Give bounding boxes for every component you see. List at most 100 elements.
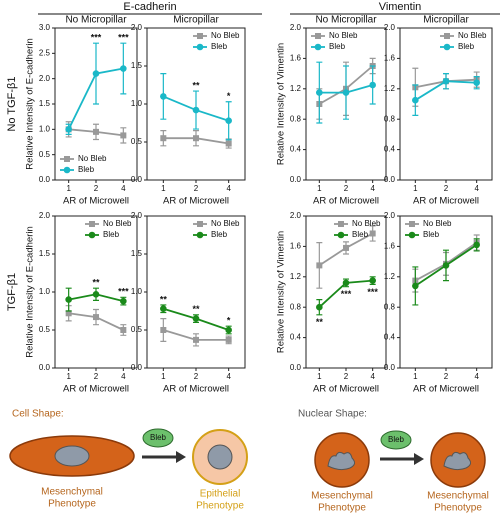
arrow-head [176,451,186,463]
diagram-title: Nuclear Shape: [298,409,367,420]
x-axis-label: AR of Microwell [313,196,379,207]
y-tick-label: 0.5 [131,325,143,334]
significance: ** [192,304,200,314]
point [342,89,350,96]
significance: ** [160,294,168,304]
diagram-title: Cell Shape: [12,409,64,420]
chart: 0.0 0.4 0.8 1.2 1.6 2.0 1 2 4 AR of Microwell Rela… [276,15,387,207]
point [120,297,127,305]
point [196,43,204,51]
point [409,221,415,227]
row-label: No TGF-β1 [6,76,18,131]
point [412,282,419,290]
legend-label: No Bleb [78,154,107,163]
point [64,156,70,162]
y-tick-label: 2.0 [131,23,143,32]
point [343,244,349,251]
point [316,89,323,96]
y-tick-label: 1.5 [39,99,51,108]
point [369,81,376,89]
y-tick-label: 1.0 [39,124,51,133]
y-tick-label: 1.2 [384,84,396,93]
x-tick-label: 4 [121,184,126,193]
significance: *** [91,33,102,43]
point [93,314,99,321]
point [65,310,72,317]
legend-label: Bleb [423,230,440,239]
phenotype-label: Phenotype [434,503,482,514]
y-tick-label: 0.5 [39,150,51,159]
y-tick-label: 2.0 [384,23,396,32]
y-tick-label: 0.4 [290,145,302,154]
y-tick-label: 0.0 [384,175,396,184]
y-tick-label: 1.2 [290,272,302,281]
y-tick-label: 2.0 [131,211,143,220]
chart: 0.0 0.4 0.8 1.2 1.6 2.0 1 2 4 AR of Microwell Micr… [384,15,493,207]
x-tick-label: 4 [474,372,479,381]
x-tick-label: 2 [444,372,449,381]
point [160,135,167,142]
y-tick-label: 2.5 [39,48,51,57]
significance: * [227,316,231,326]
legend-label: Bleb [211,230,228,239]
point [120,132,127,139]
y-tick-label: 0.8 [384,114,396,123]
point [316,303,323,311]
y-tick-label: 2.0 [39,74,51,83]
significance: *** [341,289,352,299]
x-axis-label: AR of Microwell [163,384,229,395]
point [442,262,450,269]
y-tick-label: 1.2 [290,84,302,93]
x-tick-label: 2 [344,184,349,193]
point [120,65,127,72]
point [337,231,345,239]
chart: 0.0 0.5 1.0 1.5 2.0 1 2 4 AR of Microwell Relativ… [25,211,138,395]
point [444,33,450,39]
y-axis-label: Relative Intensity of Vimentin [276,231,287,353]
y-tick-label: 1.2 [384,272,396,281]
x-tick-label: 1 [161,184,166,193]
chart: 0.0 0.4 0.8 1.2 1.6 2.0 1 2 4 AR of Microwell Rela… [276,211,387,395]
legend-label: Bleb [352,230,369,239]
plot-frame [399,27,493,181]
chart: 0.00.51.01.52.01 2 4AR of Microwell*****No… [131,211,246,395]
y-tick-label: 0.8 [290,114,302,123]
group-header: Vimentin [379,1,422,13]
y-tick-label: 1.5 [131,61,143,70]
point [93,128,99,135]
point [342,279,350,287]
y-tick-label: 1.5 [39,249,51,258]
y-axis-label: Relative Intensity of Vimentin [276,43,287,165]
nucleus [54,445,90,467]
x-axis-label: AR of Microwell [413,384,479,395]
panel-title: No Micropillar [315,15,377,26]
point [120,327,127,333]
point [65,126,72,133]
drug-icon [380,430,412,450]
point [193,135,199,142]
x-tick-label: 2 [194,372,199,381]
arrow-head [414,453,424,465]
legend-label: Bleb [103,230,120,239]
y-tick-label: 0.0 [39,175,51,184]
drug-label: Bleb [150,433,167,442]
significance: *** [118,287,129,297]
point [160,305,167,313]
y-tick-label: 0.4 [384,145,396,154]
y-tick-label: 1.6 [290,54,302,63]
significance: ** [92,278,100,288]
y-tick-label: 0.0 [131,363,143,372]
y-tick-label: 1.0 [131,99,143,108]
point [412,96,419,104]
point [89,221,95,227]
y-tick-label: 1.0 [39,287,51,296]
y-tick-label: 0.8 [384,302,396,311]
y-tick-label: 2.0 [384,211,396,220]
x-tick-label: 1 [413,372,418,381]
x-axis-label: AR of Microwell [413,196,479,207]
x-tick-label: 4 [226,184,231,193]
x-tick-label: 1 [413,184,418,193]
y-tick-label: 2.0 [290,211,302,220]
legend-label: No Bleb [103,219,132,228]
y-tick-label: 2.0 [290,23,302,32]
